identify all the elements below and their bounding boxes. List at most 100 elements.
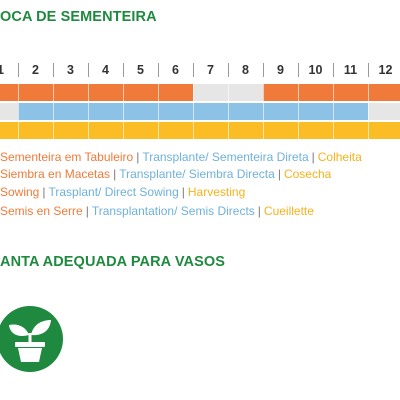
- transplant-cell: [88, 103, 123, 120]
- legend-sowing: Semis en Serre: [0, 204, 83, 218]
- month-separator: [53, 63, 54, 77]
- pot-suitable-title: ANTA ADEQUADA PARA VASOS: [0, 254, 226, 270]
- month-label: 1: [0, 63, 4, 77]
- transplant-cell: [228, 103, 263, 120]
- month-separator: [158, 63, 159, 77]
- legend-harvest: Cosecha: [283, 167, 332, 181]
- cell-divider: [123, 84, 124, 101]
- transplant-cell: [263, 103, 298, 120]
- legend-fr: Semis en Serre | Transplantation/ Semis Di…: [0, 204, 314, 218]
- month-label: 6: [172, 63, 179, 77]
- harvest-cell: [18, 122, 53, 139]
- cell-divider: [228, 122, 229, 139]
- cell-divider: [263, 103, 264, 120]
- month-separator: [18, 63, 19, 77]
- legend-harvest: Colheita: [317, 150, 362, 164]
- transplant-cell: [298, 103, 333, 120]
- cell-divider: [333, 84, 334, 101]
- sowing-tray-cell: [0, 84, 18, 101]
- cell-divider: [368, 103, 369, 120]
- legend-sowing: Sementeira em Tabuleiro: [0, 150, 134, 164]
- legend-pt: Sementeira em Tabuleiro | Transplante/ Sem…: [0, 150, 362, 164]
- cell-divider: [88, 122, 89, 139]
- cell-divider: [228, 103, 229, 120]
- transplant-cell: [158, 103, 193, 120]
- transplant-cell: [0, 103, 18, 120]
- cell-divider: [53, 84, 54, 101]
- cell-divider: [368, 84, 369, 101]
- potted-plant-icon: [0, 306, 63, 372]
- sowing-tray-cell: [88, 84, 123, 101]
- cell-divider: [123, 103, 124, 120]
- harvest-cell: [193, 122, 228, 139]
- cell-divider: [333, 103, 334, 120]
- transplant-cell: [18, 103, 53, 120]
- sowing-tray-cell: [228, 84, 263, 101]
- harvest-cell: [298, 122, 333, 139]
- sowing-tray-cell: [193, 84, 228, 101]
- cell-divider: [333, 122, 334, 139]
- cell-divider: [193, 122, 194, 139]
- month-separator: [263, 63, 264, 77]
- month-label: 11: [343, 63, 358, 77]
- sowing-tray-row: [0, 84, 400, 101]
- month-label: 5: [137, 63, 144, 77]
- legend-sowing: Sowing: [0, 185, 40, 199]
- sowing-tray-cell: [18, 84, 53, 101]
- cell-divider: [88, 103, 89, 120]
- harvest-cell: [263, 122, 298, 139]
- cell-divider: [18, 84, 19, 101]
- month-separator: [123, 63, 124, 77]
- cell-divider: [193, 84, 194, 101]
- harvest-cell: [88, 122, 123, 139]
- sowing-tray-cell: [368, 84, 400, 101]
- cell-divider: [158, 122, 159, 139]
- month-label: 3: [67, 63, 74, 77]
- legend-es: Siembra en Macetas | Transplante/ Siembra …: [0, 167, 332, 181]
- sowing-tray-cell: [333, 84, 368, 101]
- legend-harvest: Harvesting: [187, 185, 246, 199]
- cell-divider: [368, 122, 369, 139]
- cell-divider: [193, 103, 194, 120]
- month-separator: [333, 63, 334, 77]
- harvest-cell: [158, 122, 193, 139]
- month-label: 8: [242, 63, 249, 77]
- month-label: 7: [207, 63, 214, 77]
- legend-en: Sowing | Trasplant/ Direct Sowing | Harvesti…: [0, 185, 246, 199]
- transplant-cell: [193, 103, 228, 120]
- transplant-cell: [333, 103, 368, 120]
- transplant-cell: [368, 103, 400, 120]
- month-separator: [368, 63, 369, 77]
- cell-divider: [158, 84, 159, 101]
- legend-transplant: Transplante/ Sementeira Direta: [142, 150, 309, 164]
- transplant-cell: [53, 103, 88, 120]
- cell-divider: [123, 122, 124, 139]
- month-label: 2: [32, 63, 39, 77]
- month-label: 9: [277, 63, 284, 77]
- month-header: 1 2 3 4 5 6 7 8 9 10 11 12: [0, 60, 400, 80]
- harvest-cell: [0, 122, 18, 139]
- sowing-tray-cell: [123, 84, 158, 101]
- harvest-row: [0, 122, 400, 139]
- legend-transplant: Trasplant/ Direct Sowing: [48, 185, 179, 199]
- harvest-cell: [368, 122, 400, 139]
- month-label: 4: [102, 63, 109, 77]
- cell-divider: [298, 84, 299, 101]
- legend-transplant: Transplantation/ Semis Directs: [91, 204, 255, 218]
- legend-transplant: Transplante/ Siembra Directa: [119, 167, 275, 181]
- cell-divider: [263, 122, 264, 139]
- transplant-row: [0, 103, 400, 120]
- sowing-tray-cell: [298, 84, 333, 101]
- month-separator: [228, 63, 229, 77]
- cell-divider: [298, 122, 299, 139]
- cell-divider: [158, 103, 159, 120]
- month-label: 12: [378, 63, 393, 77]
- cell-divider: [53, 122, 54, 139]
- month-separator: [88, 63, 89, 77]
- cell-divider: [228, 84, 229, 101]
- harvest-cell: [333, 122, 368, 139]
- legend-sowing: Siembra en Macetas: [0, 167, 111, 181]
- sowing-tray-cell: [53, 84, 88, 101]
- sowing-tray-cell: [158, 84, 193, 101]
- sowing-tray-cell: [263, 84, 298, 101]
